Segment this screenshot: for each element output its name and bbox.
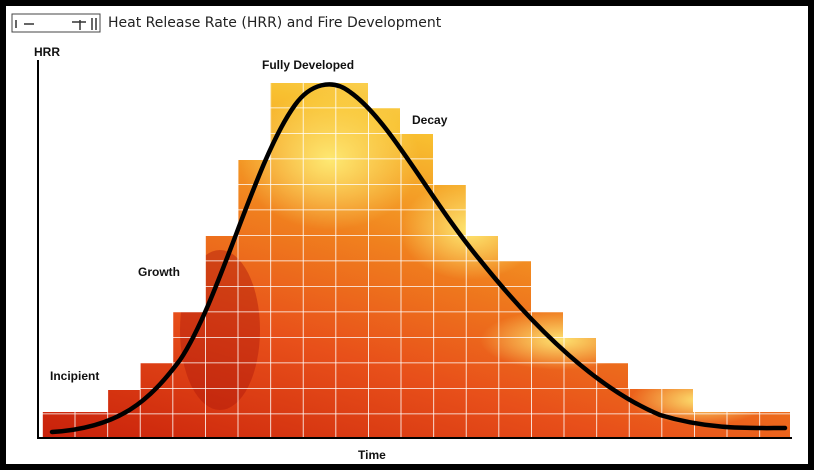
- stage-label: Fully Developed: [262, 58, 354, 72]
- stage-label: Incipient: [50, 369, 99, 383]
- title: Heat Release Rate (HRR) and Fire Develop…: [108, 15, 442, 31]
- stage-label: Decay: [412, 113, 448, 127]
- page: Heat Release Rate (HRR) and Fire Develop…: [0, 0, 814, 470]
- x-axis-label: Time: [358, 448, 386, 462]
- stage-label: Growth: [138, 265, 180, 279]
- title-icon: [12, 14, 100, 32]
- y-axis-label: HRR: [34, 45, 60, 59]
- diagram: Heat Release Rate (HRR) and Fire Develop…: [0, 0, 814, 470]
